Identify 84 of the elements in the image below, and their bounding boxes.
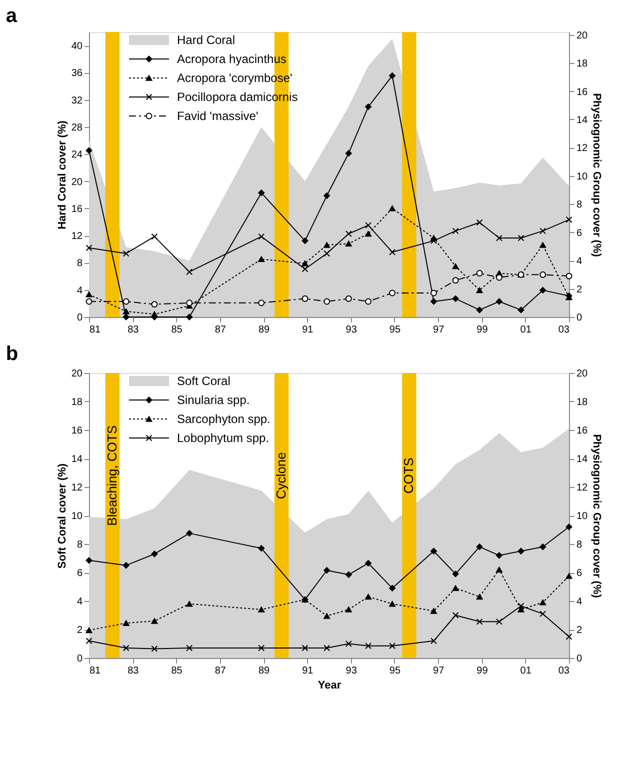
y2-tick-label: 0	[576, 312, 582, 324]
y-tick-label: 40	[71, 41, 83, 52]
x-tick-label: 81	[90, 666, 102, 676]
x-tick-label: 99	[476, 666, 488, 676]
y2-tick-label: 16	[576, 86, 588, 98]
y-tick-label: 8	[76, 540, 83, 550]
y-tick-label: 12	[71, 231, 83, 242]
y-tick-label: 36	[71, 68, 83, 80]
y-tick-label: 4	[76, 285, 83, 296]
x-tick-label: 93	[346, 666, 358, 676]
y-tick-label: 6	[76, 568, 83, 579]
chart-title: b	[6, 343, 18, 365]
y2-tick-label: 2	[576, 625, 582, 636]
band-label: COTS	[401, 457, 416, 494]
y2-tick-label: 18	[576, 397, 588, 408]
y2-tick-label: 20	[576, 30, 588, 42]
y-tick-label: 28	[71, 122, 83, 134]
x-tick-label: 01	[520, 324, 532, 336]
y2-tick-label: 6	[576, 568, 582, 579]
x-axis-title: Year	[318, 680, 342, 692]
legend-label: Sinularia spp.	[177, 393, 250, 407]
y-tick-label: 10	[71, 511, 83, 522]
x-tick-label: 91	[302, 666, 314, 676]
y-axis-title: Soft Coral cover (%)	[56, 463, 68, 569]
y2-tick-label: 18	[576, 58, 588, 70]
x-tick-label: 87	[214, 324, 226, 336]
y2-tick-label: 8	[576, 200, 582, 211]
y-axis-title: Hard Coral cover (%)	[56, 120, 68, 230]
y2-tick-label: 10	[576, 511, 588, 522]
y2-tick-label: 8	[576, 540, 582, 550]
y-tick-label: 14	[71, 454, 83, 465]
y-tick-label: 16	[71, 204, 83, 215]
band-label: Cyclone	[274, 452, 289, 500]
y2-tick-label: 0	[576, 654, 582, 664]
band-label: Bleaching, COTS	[104, 425, 120, 526]
chart-title: a	[6, 4, 18, 27]
y-tick-label: 20	[71, 176, 83, 188]
y-tick-label: 0	[76, 654, 83, 664]
y2-tick-label: 4	[576, 596, 582, 608]
y2-tick-label: 12	[576, 143, 588, 154]
x-tick-label: 91	[302, 324, 314, 336]
x-tick-label: 83	[128, 666, 140, 676]
y-tick-label: 20	[71, 368, 83, 380]
y2-tick-label: 14	[576, 454, 588, 465]
x-tick-label: 89	[258, 324, 270, 336]
x-tick-label: 03	[558, 666, 570, 676]
legend-label: Lobophytum spp.	[177, 431, 270, 445]
x-tick-label: 85	[171, 666, 183, 676]
legend-label: Hard Coral	[177, 33, 236, 47]
y2-tick-label: 12	[576, 482, 588, 494]
x-tick-label: 99	[476, 324, 488, 336]
x-tick-label: 95	[389, 324, 401, 336]
y2-tick-label: 10	[576, 171, 588, 182]
y-tick-label: 32	[71, 95, 83, 106]
y-tick-label: 2	[76, 625, 83, 636]
y2-axis-title: Physiognomic Group cover (%)	[590, 93, 603, 258]
x-tick-label: 85	[171, 324, 183, 336]
y-tick-label: 16	[71, 426, 83, 436]
legend-label: Favid 'massive'	[177, 109, 258, 123]
x-tick-label: 89	[258, 666, 270, 676]
y2-tick-label: 4	[576, 256, 582, 268]
x-tick-label: 81	[90, 324, 102, 336]
y2-tick-label: 6	[576, 228, 582, 239]
y-tick-label: 12	[71, 482, 83, 494]
x-tick-label: 97	[433, 666, 445, 676]
y2-axis-title: Physiognomic Group cover (%)	[590, 434, 603, 598]
y2-tick-label: 20	[576, 368, 588, 380]
y-tick-label: 24	[71, 150, 83, 161]
x-tick-label: 93	[346, 324, 358, 336]
y-tick-label: 4	[76, 596, 83, 608]
x-tick-label: 01	[520, 666, 532, 676]
y2-tick-label: 14	[576, 114, 588, 126]
legend-label: Soft Coral	[177, 374, 230, 388]
y-tick-label: 8	[76, 258, 83, 270]
y-tick-label: 18	[71, 397, 83, 408]
x-tick-label: 03	[558, 324, 570, 336]
legend-label: Sarcophyton spp.	[177, 412, 270, 426]
x-tick-label: 95	[389, 666, 401, 676]
x-tick-label: 87	[214, 666, 226, 676]
x-tick-label: 83	[128, 324, 140, 336]
y2-tick-label: 16	[576, 426, 588, 436]
y-tick-label: 0	[76, 312, 83, 324]
y2-tick-label: 2	[576, 284, 582, 296]
x-tick-label: 97	[433, 324, 445, 336]
